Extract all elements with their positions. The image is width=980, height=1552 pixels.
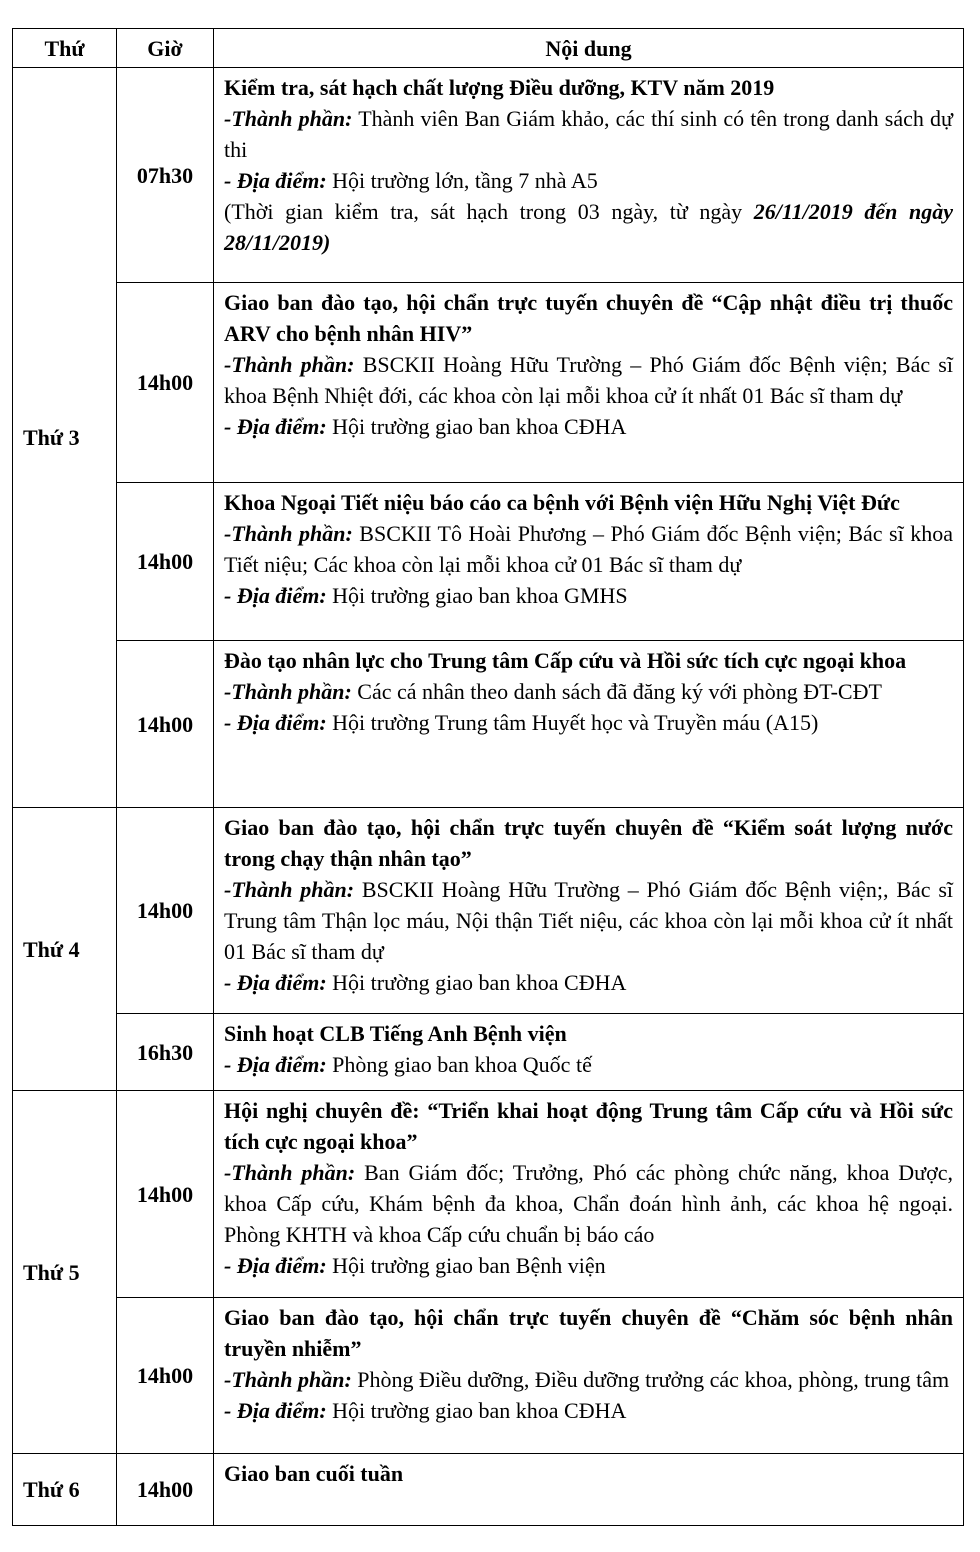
header-day: Thứ — [12, 28, 117, 68]
event-title: Sinh hoạt CLB Tiếng Anh Bệnh viện — [224, 1021, 567, 1046]
schedule-row: 14h00 Giao ban đào tạo, hội chẩn trực tuy… — [13, 1297, 964, 1454]
content-cell: Giao ban cuối tuần — [213, 1453, 964, 1526]
event-title: Kiểm tra, sát hạch chất lượng Điều dưỡng… — [224, 75, 775, 100]
day-cell: Thứ 3 — [12, 67, 117, 808]
participants-label: -Thành phần: — [224, 521, 353, 546]
location-label: - Địa điểm: — [224, 710, 327, 735]
location-text: Hội trường giao ban Bệnh viện — [326, 1253, 606, 1278]
participants-line: -Thành phần: Phòng Điều dưỡng, Điều dưỡn… — [224, 1364, 953, 1395]
participants-label: -Thành phần: — [224, 679, 352, 704]
schedule-row: Thứ 3 07h30 Kiểm tra, sát hạch chất lượng … — [12, 67, 964, 808]
location-text: Hội trường giao ban khoa CĐHA — [326, 414, 627, 439]
time-cell: 14h00 — [116, 640, 214, 808]
participants-line: -Thành phần: Ban Giám đốc; Trưởng, Phó c… — [224, 1157, 953, 1250]
event-title: Giao ban đào tạo, hội chẩn trực tuyến ch… — [224, 815, 953, 871]
location-label: - Địa điểm: — [224, 1398, 327, 1423]
event-title: Giao ban đào tạo, hội chẩn trực tuyến ch… — [224, 290, 953, 346]
note-line: (Thời gian kiểm tra, sát hạch trong 03 n… — [224, 196, 953, 258]
schedule-row: Thứ 6 14h00 Giao ban cuối tuần — [12, 1453, 964, 1526]
note-text: (Thời gian kiểm tra, sát hạch trong 03 n… — [224, 199, 754, 224]
event-title: Đào tạo nhân lực cho Trung tâm Cấp cứu v… — [224, 648, 907, 673]
participants-text: BSCKII Tô Hoài Phương – Phó Giám đốc Bện… — [224, 521, 953, 577]
participants-line: -Thành phần: Các cá nhân theo danh sách … — [224, 676, 953, 707]
participants-label: -Thành phần: — [224, 106, 353, 131]
content-cell: Sinh hoạt CLB Tiếng Anh Bệnh viện - Địa đ… — [213, 1013, 964, 1091]
participants-label: -Thành phần: — [224, 877, 355, 902]
participants-text: BSCKII Hoàng Hữu Trường – Phó Giám đốc B… — [224, 877, 953, 964]
participants-line: -Thành phần: BSCKII Hoàng Hữu Trường – P… — [224, 349, 953, 411]
schedule-row: 14h00 Đào tạo nhân lực cho Trung tâm Cấp … — [13, 640, 964, 808]
schedule-table: Thứ Giờ Nội dung Thứ 3 07h30 Kiểm tra, sát… — [12, 28, 964, 1526]
location-line: - Địa điểm: Hội trường giao ban khoa CĐH… — [224, 411, 953, 442]
header-content: Nội dung — [213, 28, 964, 68]
location-line: - Địa điểm: Hội trường giao ban khoa GMH… — [224, 580, 953, 611]
time-cell: 14h00 — [116, 1090, 214, 1298]
location-line: - Địa điểm: Phòng giao ban khoa Quốc tế — [224, 1049, 953, 1080]
content-cell: Hội nghị chuyên đề: “Triển khai hoạt độn… — [213, 1090, 964, 1298]
schedule-row: Thứ 4 14h00 Giao ban đào tạo, hội chẩn trự… — [12, 807, 964, 1091]
location-line: - Địa điểm: Hội trường giao ban khoa CĐH… — [224, 1395, 953, 1426]
location-line: - Địa điểm: Hội trường lớn, tầng 7 nhà A… — [224, 165, 953, 196]
day-cell: Thứ 4 — [12, 807, 117, 1091]
content-cell: Giao ban đào tạo, hội chẩn trực tuyến ch… — [213, 282, 964, 483]
participants-text: Ban Giám đốc; Trưởng, Phó các phòng chức… — [224, 1160, 953, 1247]
location-text: Hội trường giao ban khoa GMHS — [326, 583, 628, 608]
participants-text: Các cá nhân theo danh sách đã đăng ký vớ… — [351, 679, 882, 704]
location-line: - Địa điểm: Hội trường giao ban Bệnh việ… — [224, 1250, 953, 1281]
event-title: Hội nghị chuyên đề: “Triển khai hoạt độn… — [224, 1098, 953, 1154]
location-label: - Địa điểm: — [224, 414, 327, 439]
location-line: - Địa điểm: Hội trường giao ban khoa CĐH… — [224, 967, 953, 998]
day-cell: Thứ 5 — [12, 1090, 117, 1454]
time-cell: 14h00 — [116, 1297, 214, 1454]
content-cell: Giao ban đào tạo, hội chẩn trực tuyến ch… — [213, 1297, 964, 1454]
event-title: Giao ban đào tạo, hội chẩn trực tuyến ch… — [224, 1305, 953, 1361]
location-label: - Địa điểm: — [224, 1253, 327, 1278]
time-cell: 14h00 — [116, 282, 214, 483]
content-cell: Giao ban đào tạo, hội chẩn trực tuyến ch… — [213, 807, 964, 1014]
location-text: Hội trường giao ban khoa CĐHA — [326, 970, 627, 995]
time-cell: 14h00 — [116, 807, 214, 1014]
time-cell: 16h30 — [116, 1013, 214, 1091]
location-label: - Địa điểm: — [224, 583, 327, 608]
note-dates: 26/11/2019 đến ngày 28/11/2019) — [224, 199, 954, 255]
location-text: Hội trường Trung tâm Huyết học và Truyền… — [326, 710, 819, 735]
content-cell: Đào tạo nhân lực cho Trung tâm Cấp cứu v… — [213, 640, 964, 808]
time-cell: 07h30 — [116, 67, 214, 283]
participants-line: -Thành phần: BSCKII Hoàng Hữu Trường – P… — [224, 874, 953, 967]
location-label: - Địa điểm: — [224, 1052, 327, 1077]
content-cell: Khoa Ngoại Tiết niệu báo cáo ca bệnh với… — [213, 482, 964, 641]
participants-label: -Thành phần: — [224, 352, 355, 377]
schedule-row: 14h00 Giao ban đào tạo, hội chẩn trực tuy… — [13, 282, 964, 483]
schedule-row: Thứ 5 14h00 Hội nghị chuyên đề: “Triển kha… — [12, 1090, 964, 1454]
participants-label: -Thành phần: — [224, 1160, 356, 1185]
participants-line: -Thành phần: Thành viên Ban Giám khảo, c… — [224, 103, 953, 165]
schedule-row: 16h30 Sinh hoạt CLB Tiếng Anh Bệnh viện - … — [13, 1013, 964, 1091]
schedule-row: 14h00 Khoa Ngoại Tiết niệu báo cáo ca bện… — [13, 482, 964, 641]
location-text: Phòng giao ban khoa Quốc tế — [326, 1052, 592, 1077]
participants-text: Phòng Điều dưỡng, Điều dưỡng trưởng các … — [351, 1367, 950, 1392]
day-cell: Thứ 6 — [12, 1453, 117, 1526]
event-title: Khoa Ngoại Tiết niệu báo cáo ca bệnh với… — [224, 490, 900, 515]
header-row: Thứ Giờ Nội dung — [12, 28, 964, 68]
event-title: Giao ban cuối tuần — [224, 1461, 404, 1486]
participants-line: -Thành phần: BSCKII Tô Hoài Phương – Phó… — [224, 518, 953, 580]
time-cell: 14h00 — [116, 482, 214, 641]
location-text: Hội trường giao ban khoa CĐHA — [326, 1398, 627, 1423]
location-label: - Địa điểm: — [224, 970, 327, 995]
time-cell: 14h00 — [116, 1453, 214, 1526]
location-label: - Địa điểm: — [224, 168, 327, 193]
content-cell: Kiểm tra, sát hạch chất lượng Điều dưỡng… — [213, 67, 964, 283]
header-time: Giờ — [116, 28, 214, 68]
participants-text: BSCKII Hoàng Hữu Trường – Phó Giám đốc B… — [224, 352, 953, 408]
location-text: Hội trường lớn, tầng 7 nhà A5 — [326, 168, 598, 193]
participants-text: Thành viên Ban Giám khảo, các thí sinh c… — [224, 106, 953, 162]
participants-label: -Thành phần: — [224, 1367, 352, 1392]
location-line: - Địa điểm: Hội trường Trung tâm Huyết h… — [224, 707, 953, 738]
